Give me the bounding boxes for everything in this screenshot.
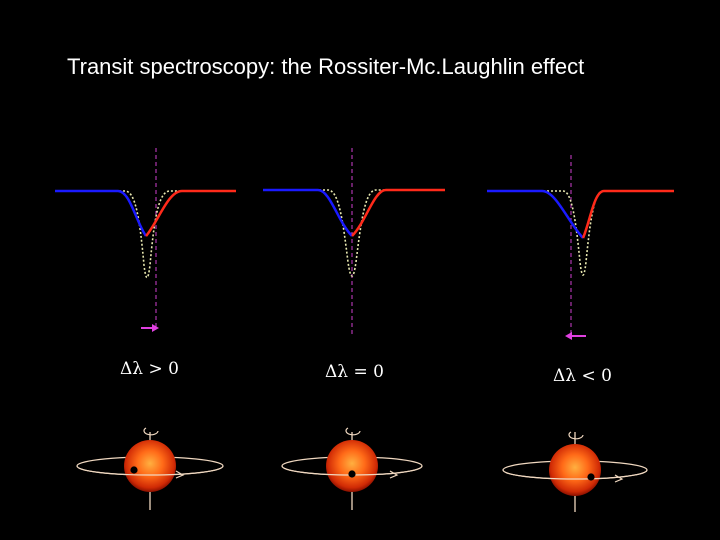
shift-label-negative: Δλ < 0 bbox=[553, 366, 612, 386]
shift-arrow-head bbox=[565, 332, 572, 340]
star-icon bbox=[124, 440, 176, 492]
planet-dot-icon bbox=[587, 473, 595, 481]
orbit-direction-arrow-icon bbox=[389, 470, 399, 479]
star-system-2 bbox=[281, 427, 423, 510]
panel-3 bbox=[487, 155, 674, 512]
profile-blue-wing bbox=[487, 189, 584, 239]
star-system-3 bbox=[502, 431, 648, 512]
planet-dot-icon bbox=[348, 470, 356, 478]
rotation-arrow-icon bbox=[143, 427, 159, 436]
profile-blue-wing bbox=[263, 188, 353, 237]
rotation-arrow-icon bbox=[568, 431, 584, 440]
star-system-1 bbox=[76, 427, 224, 510]
star-icon bbox=[549, 444, 601, 496]
profile-red-wing bbox=[351, 188, 445, 237]
orbit-direction-arrow-icon bbox=[614, 474, 624, 483]
panel-1 bbox=[55, 148, 236, 510]
slide-title: Transit spectroscopy: the Rossiter-Mc.La… bbox=[67, 54, 585, 79]
shift-label-zero: Δλ = 0 bbox=[325, 362, 384, 382]
profile-red-wing bbox=[145, 189, 236, 237]
unperturbed-line-profile bbox=[55, 190, 236, 279]
profile-blue-wing bbox=[55, 189, 148, 237]
panel-2 bbox=[263, 148, 445, 510]
unperturbed-line-profile bbox=[263, 189, 445, 277]
planet-dot-icon bbox=[130, 466, 138, 474]
profile-red-wing bbox=[581, 189, 674, 239]
orbit-direction-arrow-icon bbox=[175, 470, 185, 479]
shift-arrow-head bbox=[152, 324, 159, 332]
rotation-arrow-icon bbox=[345, 427, 361, 436]
orbit-front bbox=[76, 465, 224, 476]
star-icon bbox=[326, 440, 378, 492]
unperturbed-line-profile bbox=[487, 190, 674, 276]
shift-label-positive: Δλ > 0 bbox=[120, 359, 179, 379]
orbit-front bbox=[502, 469, 648, 480]
